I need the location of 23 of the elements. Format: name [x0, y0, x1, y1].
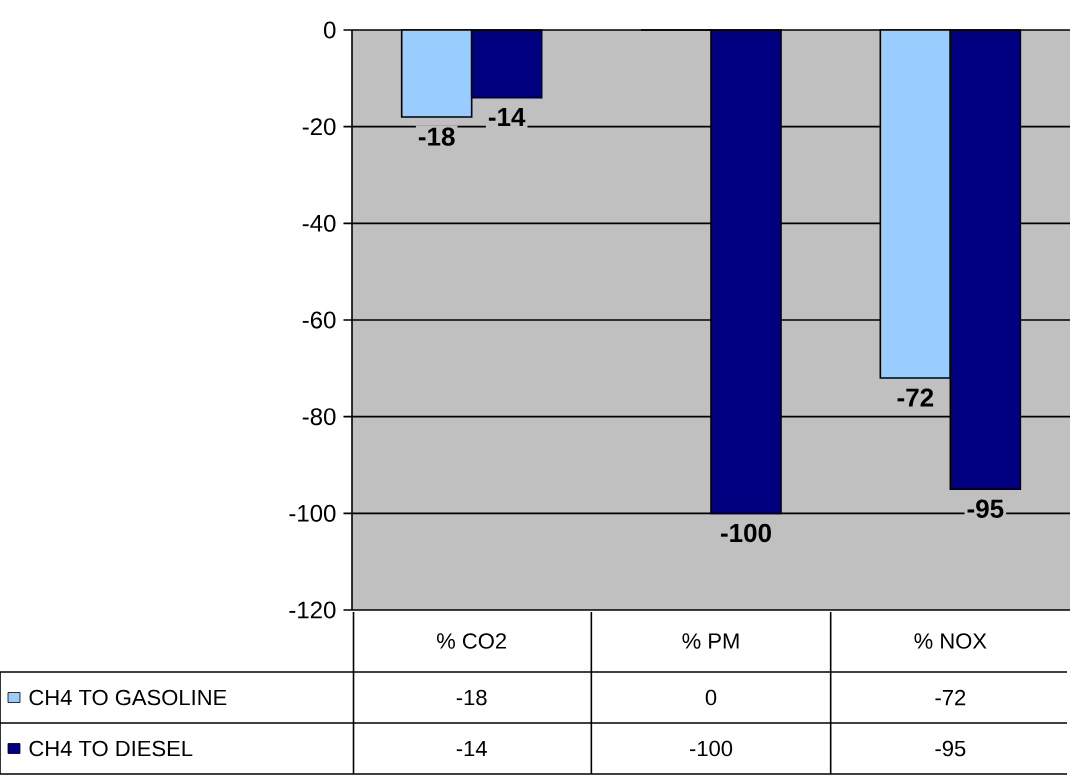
- data-label: 0: [705, 689, 717, 706]
- x-tick-label: % PM: [682, 633, 739, 649]
- data-label: -18: [456, 689, 487, 706]
- y-tick-label: -120: [289, 601, 336, 619]
- y-tick-label: -60: [302, 311, 336, 329]
- legend-label: CH4 TO DIESEL: [29, 740, 193, 757]
- y-tick-label: -20: [302, 118, 336, 136]
- text: -100: [720, 523, 771, 543]
- y-tick-label: -80: [302, 408, 336, 426]
- x-tick-label: % NOX: [914, 633, 987, 649]
- text: -72: [897, 388, 934, 407]
- data-label: -72: [935, 689, 966, 706]
- text: -14: [488, 108, 526, 126]
- data-label: -95: [935, 740, 966, 757]
- y-tick-label: -100: [289, 504, 336, 522]
- y-tick-label: -40: [302, 214, 336, 232]
- x-tick-label: % CO2: [437, 633, 506, 649]
- y-tick-label: 0: [324, 21, 336, 39]
- data-label: -14: [456, 740, 487, 757]
- legend-label: CH4 TO GASOLINE: [29, 689, 227, 706]
- text: -95: [967, 499, 1004, 518]
- text: -18: [418, 127, 455, 146]
- data-label: -100: [689, 740, 733, 757]
